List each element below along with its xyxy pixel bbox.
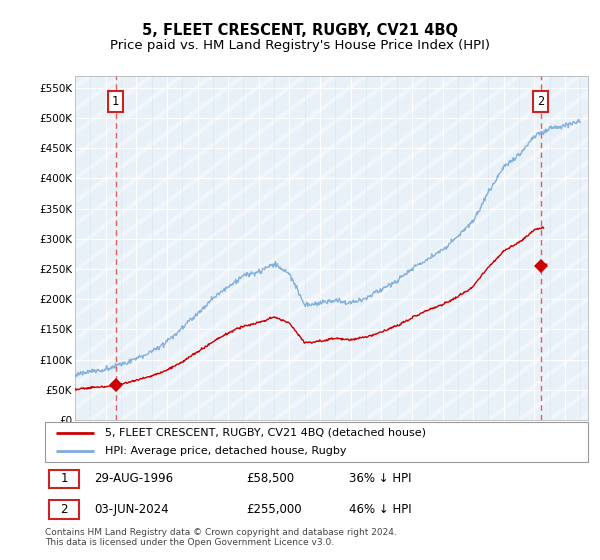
Text: Contains HM Land Registry data © Crown copyright and database right 2024.
This d: Contains HM Land Registry data © Crown c… bbox=[45, 528, 397, 547]
Text: 03-JUN-2024: 03-JUN-2024 bbox=[94, 503, 169, 516]
Text: 5, FLEET CRESCENT, RUGBY, CV21 4BQ (detached house): 5, FLEET CRESCENT, RUGBY, CV21 4BQ (deta… bbox=[105, 428, 426, 437]
FancyBboxPatch shape bbox=[45, 422, 588, 462]
Text: 1: 1 bbox=[112, 95, 119, 108]
Text: 5, FLEET CRESCENT, RUGBY, CV21 4BQ: 5, FLEET CRESCENT, RUGBY, CV21 4BQ bbox=[142, 24, 458, 38]
Text: 36% ↓ HPI: 36% ↓ HPI bbox=[349, 473, 412, 486]
Text: 1: 1 bbox=[60, 473, 68, 486]
Text: HPI: Average price, detached house, Rugby: HPI: Average price, detached house, Rugb… bbox=[105, 446, 346, 456]
Text: 2: 2 bbox=[537, 95, 544, 108]
Text: 2: 2 bbox=[60, 503, 68, 516]
FancyBboxPatch shape bbox=[49, 500, 79, 519]
FancyBboxPatch shape bbox=[49, 469, 79, 488]
Text: 46% ↓ HPI: 46% ↓ HPI bbox=[349, 503, 412, 516]
Text: 29-AUG-1996: 29-AUG-1996 bbox=[94, 473, 173, 486]
Text: £255,000: £255,000 bbox=[246, 503, 302, 516]
Text: £58,500: £58,500 bbox=[246, 473, 294, 486]
Text: Price paid vs. HM Land Registry's House Price Index (HPI): Price paid vs. HM Land Registry's House … bbox=[110, 39, 490, 53]
